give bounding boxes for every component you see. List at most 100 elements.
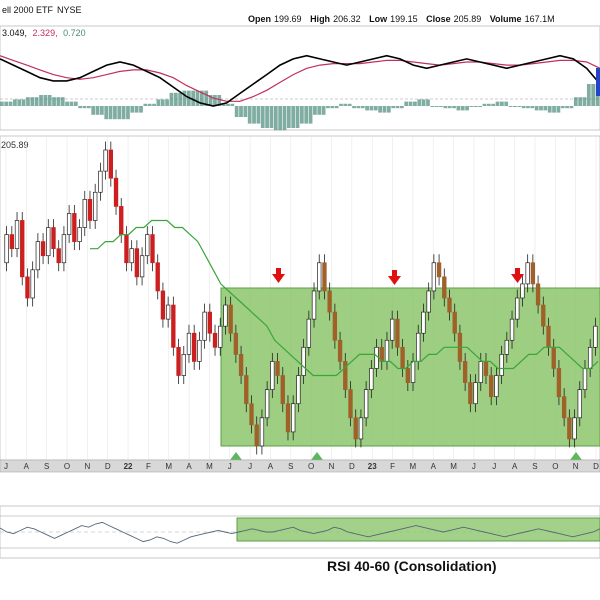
candle-body xyxy=(462,361,468,383)
macd-hist-bar xyxy=(56,97,61,106)
macd-hist-bar xyxy=(39,95,43,106)
candle-body xyxy=(145,234,150,257)
candle-body xyxy=(202,311,207,341)
candle-body xyxy=(499,354,504,376)
macd-hist-bar xyxy=(465,106,469,111)
macd-hist-bar xyxy=(126,106,130,120)
macd-hist-bar xyxy=(547,106,552,113)
macd-hist-bar xyxy=(121,106,126,120)
macd-hist-bar xyxy=(443,106,448,109)
macd-hist-bar xyxy=(134,106,139,113)
candle-body xyxy=(72,213,77,242)
candle-body xyxy=(192,332,197,362)
candle-body xyxy=(285,403,291,433)
macd-hist-bar xyxy=(500,101,504,106)
macd-hist-bar xyxy=(173,92,178,106)
candle-body xyxy=(77,227,82,242)
x-tick-label: 23 xyxy=(368,462,377,471)
candle-body xyxy=(410,361,416,383)
x-tick-label: F xyxy=(390,462,395,471)
candle-body xyxy=(124,234,129,264)
macd-hist-bar xyxy=(78,106,83,109)
candle-body xyxy=(353,417,358,440)
macd-hist-bar xyxy=(213,95,217,106)
macd-hist-bar xyxy=(43,95,48,106)
macd-hist-bar xyxy=(369,106,374,111)
candle-body xyxy=(301,346,306,376)
x-tick-label: A xyxy=(431,462,437,471)
macd-hist-bar xyxy=(200,90,204,106)
candle-body xyxy=(390,318,395,341)
macd-hist-bar xyxy=(373,106,378,111)
candle-body xyxy=(556,368,562,398)
macd-hist-bar xyxy=(291,106,296,128)
macd-hist-bar xyxy=(304,106,309,124)
price-panel: 205.89 xyxy=(0,135,600,466)
consolidation-box xyxy=(220,287,600,447)
macd-hist-bar xyxy=(334,106,339,109)
macd-hist-bar xyxy=(360,106,365,109)
macd-hist-bar xyxy=(143,103,148,106)
candle-body xyxy=(436,262,442,278)
macd-hist-bar xyxy=(404,101,409,106)
candle-body xyxy=(343,361,348,390)
candle-body xyxy=(588,346,593,369)
macd-hist-bar xyxy=(217,95,222,106)
macd-hist-bar xyxy=(426,99,430,106)
candle-body xyxy=(270,361,275,390)
x-tick-label: A xyxy=(268,462,274,471)
macd-hist-bar xyxy=(160,99,165,106)
candle-body xyxy=(46,227,51,257)
macd-hist-bar xyxy=(230,103,235,106)
macd-values: 3.049, 2.329, 0.720 xyxy=(2,28,86,38)
x-tick-label: M xyxy=(165,462,172,471)
candle-body xyxy=(431,262,437,292)
macd-hist-bar xyxy=(386,106,391,113)
candle-body xyxy=(567,417,572,440)
macd-hist-bar xyxy=(282,106,287,131)
candle-body xyxy=(546,325,551,348)
macd-hist-bar xyxy=(265,106,269,128)
candle-body xyxy=(66,213,72,235)
candle-body xyxy=(254,424,259,447)
candle-body xyxy=(358,417,364,440)
candle-body xyxy=(186,332,192,355)
red-arrow-3 xyxy=(511,268,524,283)
moving-average-line xyxy=(90,219,599,377)
macd-hist-bar xyxy=(569,106,574,109)
x-tick-label: J xyxy=(492,462,496,471)
candle-body xyxy=(14,220,20,250)
macd-hist-bar xyxy=(430,106,435,107)
candle-body xyxy=(447,297,452,313)
candle-body xyxy=(160,290,166,320)
candle-body xyxy=(473,382,478,405)
macd-hist-bar xyxy=(365,106,369,111)
candle-body xyxy=(525,262,530,285)
macd-hist-bar xyxy=(208,95,213,106)
macd-hist-bar xyxy=(273,106,278,131)
macd-hist-bar xyxy=(478,106,483,107)
macd-hist-bar xyxy=(534,106,539,111)
x-tick-label: S xyxy=(532,462,537,471)
x-tick-label: S xyxy=(44,462,49,471)
candle-body xyxy=(572,417,577,440)
x-tick-label: M xyxy=(410,462,417,471)
candle-body xyxy=(113,177,119,207)
candle-body xyxy=(228,304,233,334)
candle-body xyxy=(483,361,489,376)
candlesticks xyxy=(4,141,598,455)
candle-body xyxy=(426,290,431,313)
candle-body xyxy=(363,389,369,419)
macd-hist-bar xyxy=(4,101,9,106)
candle-body xyxy=(40,241,46,257)
macd-hist-bar xyxy=(460,106,465,111)
candle-body xyxy=(291,403,296,433)
macd-hist-bar xyxy=(552,106,556,113)
candle-body xyxy=(4,234,9,264)
macd-hist-bar xyxy=(65,101,69,106)
macd-hist-bar xyxy=(382,106,387,113)
candle-body xyxy=(134,248,140,278)
candle-body xyxy=(416,332,421,362)
macd-hist-bar xyxy=(317,106,322,115)
